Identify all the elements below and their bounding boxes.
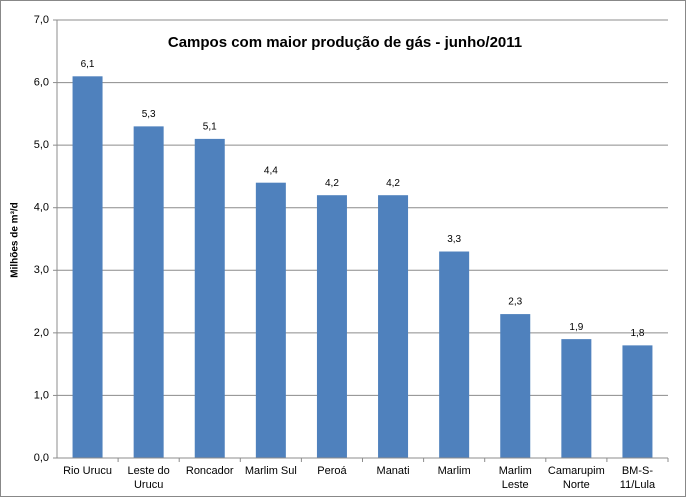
y-tick-label: 5,0 <box>34 139 49 151</box>
x-tick-label: Rio Urucu <box>63 465 112 477</box>
x-tick-label: Peroá <box>317 465 347 477</box>
bar <box>316 195 347 458</box>
value-label: 2,3 <box>508 297 522 308</box>
value-label: 4,2 <box>325 178 339 189</box>
x-tick-label: BM-S-11/Lula <box>619 465 656 491</box>
x-tick-label: Marlim Leste <box>498 465 532 491</box>
value-label: 1,9 <box>569 322 583 333</box>
x-tick-label: Leste do Urucu <box>127 465 170 491</box>
y-tick-label: 6,0 <box>34 76 49 88</box>
y-tick-label: 7,0 <box>34 14 49 26</box>
bar <box>500 314 531 458</box>
y-tick-label: 2,0 <box>34 327 49 339</box>
y-tick-label: 3,0 <box>34 264 49 276</box>
value-label: 3,3 <box>447 234 461 245</box>
x-tick-label: Marlim Sul <box>244 465 297 477</box>
bar <box>72 76 103 459</box>
y-axis-label: Milhões de m³/d <box>10 202 21 278</box>
bar <box>133 126 164 458</box>
value-label: 5,3 <box>142 109 156 120</box>
y-tick-label: 0,0 <box>34 452 49 464</box>
x-tick-label: Roncador <box>185 465 234 477</box>
bar <box>439 251 470 458</box>
x-tick-label: Manati <box>376 465 410 477</box>
bar <box>255 182 286 458</box>
chart-title: Campos com maior produção de gás - junho… <box>168 34 522 51</box>
bar <box>622 345 653 458</box>
bar <box>378 195 409 458</box>
x-tick-label: Marlim <box>437 465 471 477</box>
value-label: 6,1 <box>81 59 95 70</box>
value-label: 4,4 <box>264 165 278 176</box>
bar <box>561 339 592 458</box>
y-tick-label: 1,0 <box>34 389 49 401</box>
bar <box>194 138 225 458</box>
y-tick-label: 4,0 <box>34 202 49 214</box>
value-label: 4,2 <box>386 178 400 189</box>
x-tick-label: Camarupim Norte <box>547 465 605 491</box>
value-label: 1,8 <box>630 328 644 339</box>
value-label: 5,1 <box>203 122 217 133</box>
